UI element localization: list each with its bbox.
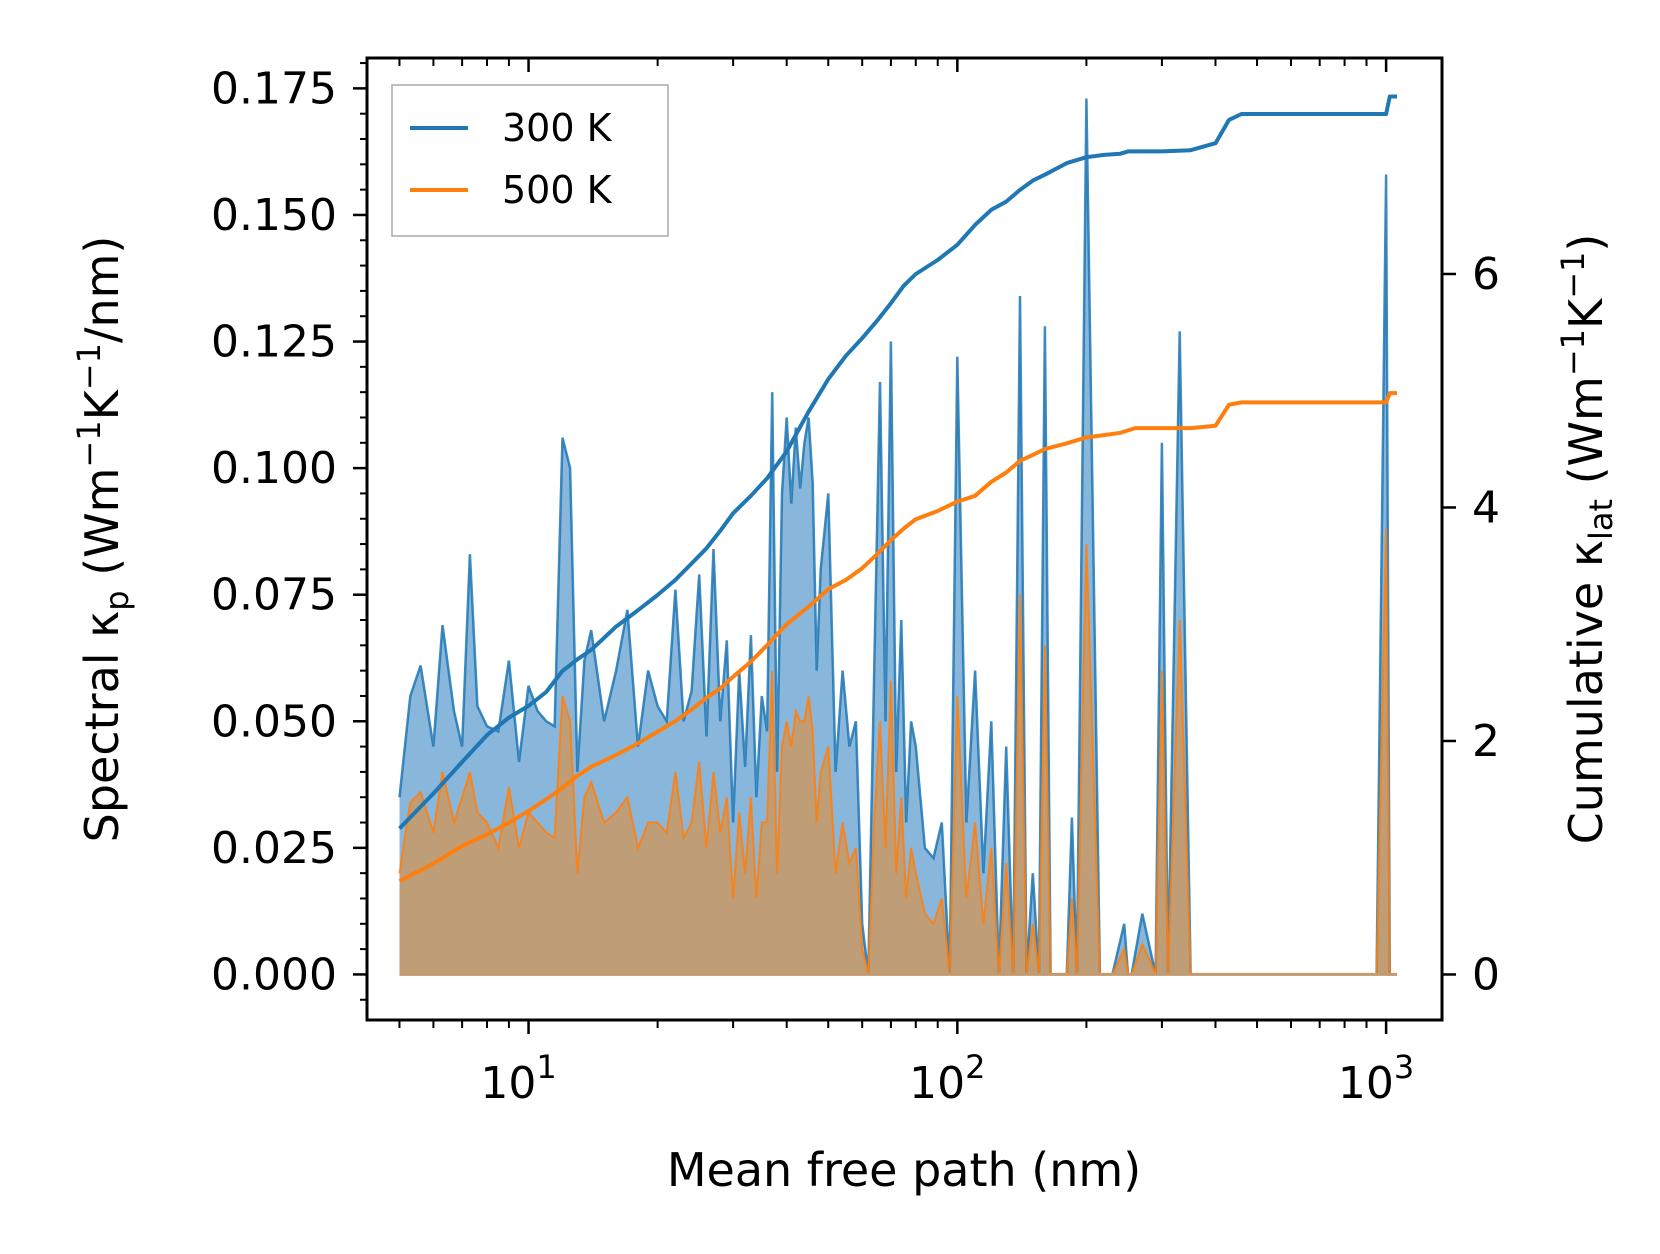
y-right-tick-label: 4 [1472, 482, 1500, 533]
x-tick-label: 102 [909, 1048, 985, 1109]
spectral-300K-line [398, 98, 1397, 976]
y-left-label-sup2: −1 [70, 343, 108, 390]
x-tick-label: 103 [1338, 1048, 1414, 1109]
y-right-tick-label: 0 [1472, 949, 1500, 1000]
y-left-tick-label: 0.025 [211, 823, 337, 874]
y-right-label-sup2: −1 [1554, 252, 1592, 299]
axes-frame [365, 56, 1444, 1022]
spectral-500K-line [398, 528, 1397, 976]
legend-label-300K: 300 K [502, 106, 613, 150]
spectral-500K-fill [399, 528, 1397, 975]
y-left-tick-label: 0.050 [211, 696, 337, 747]
y-axis-right-label: Cumulative κlat (Wm−1K−1) [1554, 234, 1620, 845]
cumulative-500K-line [398, 391, 1397, 883]
y-left-label-sup1: −1 [70, 420, 108, 467]
legend-label-500K: 500 K [502, 168, 613, 212]
cumulative-300K-line [398, 94, 1397, 830]
spectral-fills [399, 98, 1397, 975]
y-left-tick-label: 0.075 [211, 570, 337, 621]
y-left-tick-label: 0.125 [211, 317, 337, 368]
y-right-label-unit-a: (Wm [1559, 376, 1613, 499]
cumulative-lines [398, 94, 1397, 883]
y-left-tick-label: 0.000 [211, 949, 337, 1000]
y-right-label-sub: lat [1582, 499, 1620, 540]
y-left-label-pre: Spectral κ [75, 611, 129, 843]
y-axis-left-label: Spectral κp (Wm−1K−1/nm) [70, 236, 136, 843]
legend: 300 K 500 K [391, 84, 669, 237]
y-right-label-unit-c: ) [1559, 234, 1613, 252]
y-right-tick-label: 2 [1472, 716, 1500, 767]
x-axis-label: Mean free path (nm) [667, 1143, 1141, 1197]
spectral-lines [398, 98, 1397, 976]
tick-labels: 0.000 0.025 0.050 0.075 0.100 0.125 0.150 0.175… [211, 63, 1500, 1109]
y-left-tick-label: 0.175 [211, 63, 337, 114]
spectral-300K-fill [399, 98, 1397, 975]
plot-area [398, 94, 1397, 976]
y-left-label-unit-a: (Wm [75, 468, 129, 591]
y-left-label-sub: p [98, 590, 136, 610]
y-left-label-unit-b: K [75, 388, 129, 420]
y-right-tick-label: 6 [1472, 249, 1500, 300]
x-tick-label: 101 [480, 1048, 556, 1109]
y-right-label-unit-b: K [1559, 297, 1613, 329]
y-right-label-pre: Cumulative κ [1559, 540, 1613, 844]
y-left-label-unit-c: /nm) [75, 236, 129, 343]
y-right-label-sup1: −1 [1554, 329, 1592, 376]
y-left-tick-label: 0.150 [211, 190, 337, 241]
legend-box [391, 84, 669, 237]
y-left-tick-label: 0.100 [211, 443, 337, 494]
